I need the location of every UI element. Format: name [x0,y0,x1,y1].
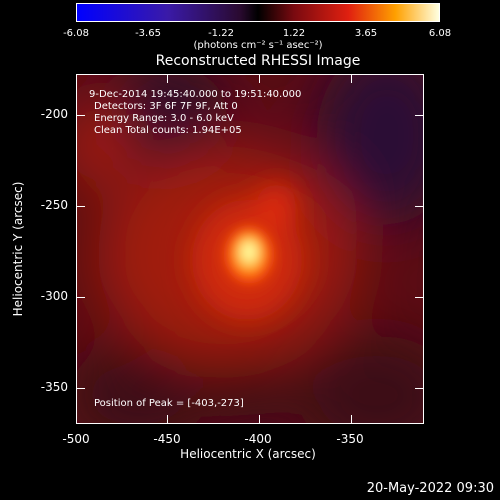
y-tick [77,388,85,389]
y-tick [77,206,85,207]
colorbar-tick-label: 3.65 [354,28,378,39]
x-tick [259,75,260,83]
render-timestamp: 20-May-2022 09:30 [366,481,494,496]
y-tick [415,115,423,116]
y-tick [415,388,423,389]
peak-position-info: Position of Peak = [-403,-273] [94,398,244,409]
observation-time: 9-Dec-2014 19:45:40.000 to 19:51:40.000 [89,89,302,100]
x-tick [351,415,352,423]
y-tick [77,297,85,298]
colorbar-tick-label: -1.22 [208,28,234,39]
y-tick [415,297,423,298]
detectors-info: Detectors: 3F 6F 7F 9F, Att 0 [94,101,238,112]
colorbar-units: (photons cm⁻² s⁻¹ asec⁻²) [193,40,323,51]
y-tick [415,206,423,207]
y-tick [77,115,85,116]
x-tick [167,75,168,83]
x-tick [351,75,352,83]
y-axis-label: Heliocentric Y (arcsec) [11,181,25,317]
y-tick-label: -350 [40,380,68,394]
x-axis-label: Heliocentric X (arcsec) [180,447,316,461]
y-tick-label: -300 [40,289,68,303]
image-panel: 9-Dec-2014 19:45:40.000 to 19:51:40.000 … [76,74,424,424]
energy-range-info: Energy Range: 3.0 - 6.0 keV [94,113,234,124]
colorbar-tick-label: -3.65 [135,28,161,39]
y-tick-label: -250 [40,198,68,212]
y-tick-label: -200 [40,107,68,121]
method-counts-info: Clean Total counts: 1.94E+05 [94,125,242,136]
heatmap-image [77,75,423,423]
x-tick-label: -400 [244,432,272,446]
x-tick [167,415,168,423]
colorbar-tick-label: 1.22 [282,28,306,39]
colorbar-tick-label: 6.08 [428,28,452,39]
x-tick-label: -350 [336,432,364,446]
x-tick-label: -500 [62,432,90,446]
x-tick [259,415,260,423]
plot-title: Reconstructed RHESSI Image [155,53,361,69]
colorbar-tick-label: -6.08 [63,28,89,39]
x-tick-label: -450 [153,432,181,446]
colorbar [76,3,440,22]
